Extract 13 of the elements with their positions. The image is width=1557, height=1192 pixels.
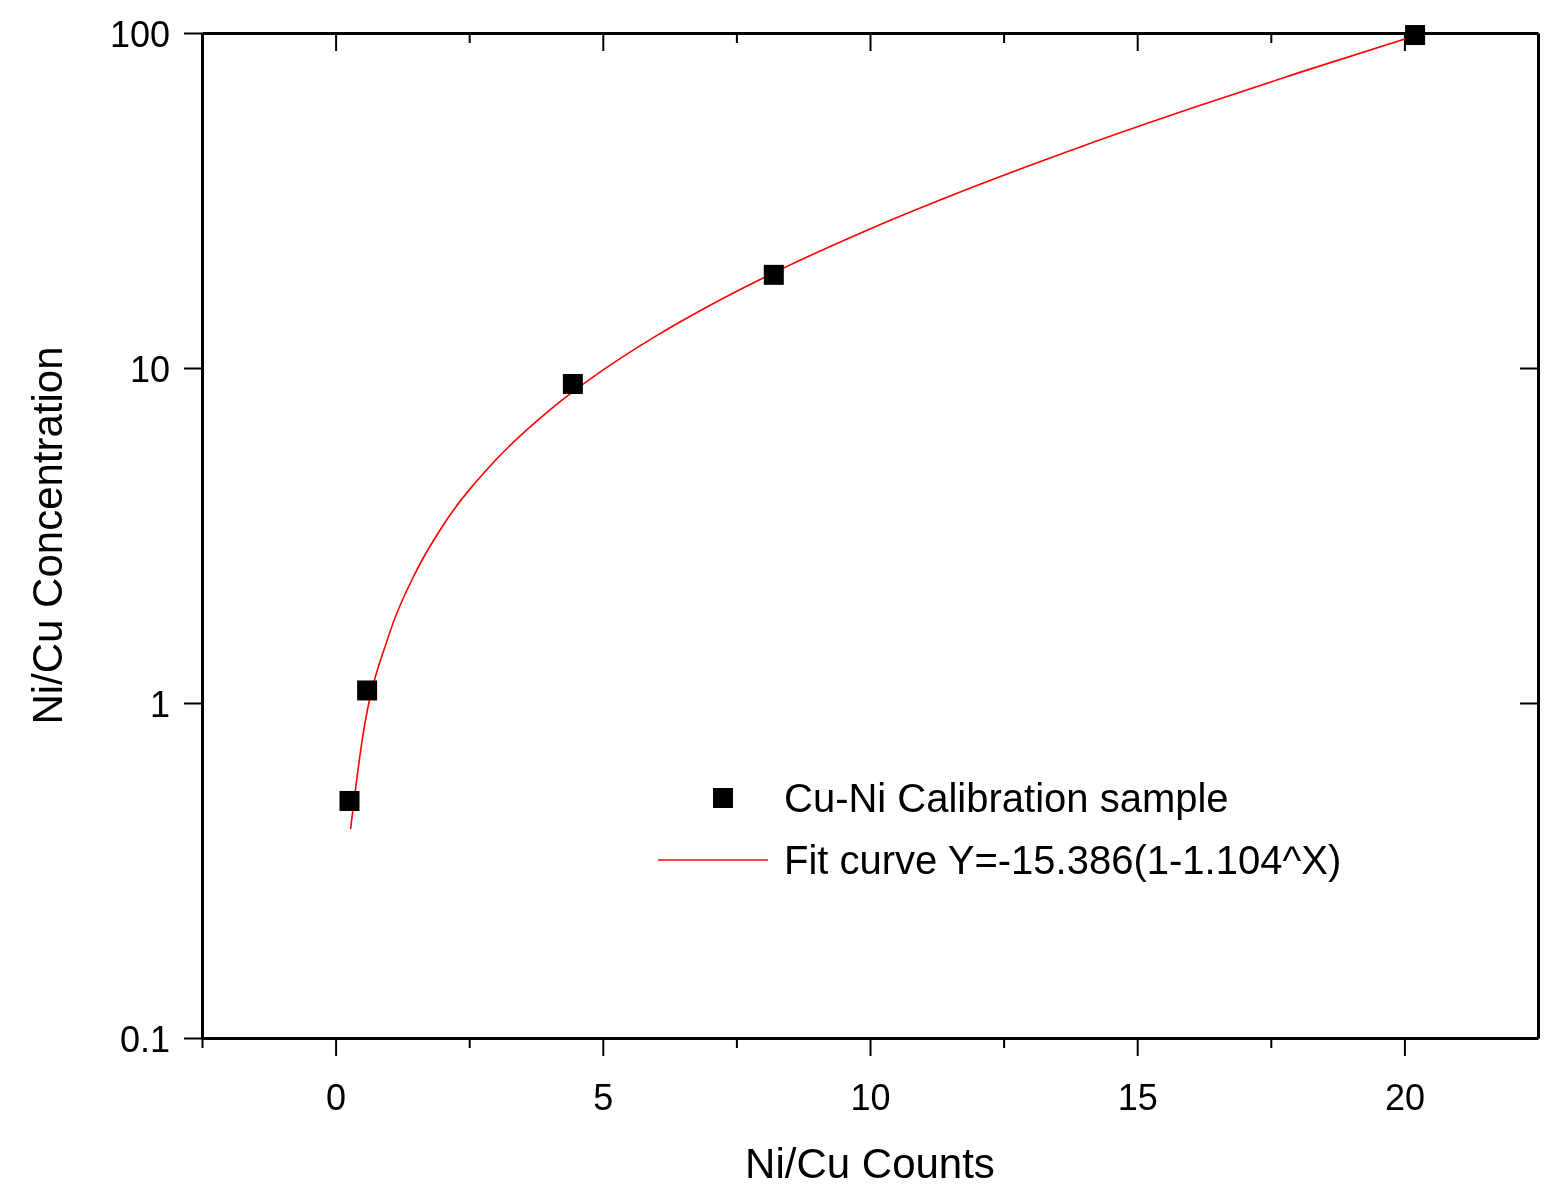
y-axis-title: Ni/Cu Concentration: [24, 346, 71, 725]
y-tick-label: 100: [109, 13, 170, 55]
x-tick-label: 20: [1384, 1076, 1425, 1118]
x-tick-label: 15: [1117, 1076, 1158, 1118]
legend-label: Fit curve Y=-15.386(1-1.104^X): [784, 838, 1342, 882]
y-tick-label: 0.1: [119, 1018, 170, 1060]
y-tick-label: 10: [129, 348, 170, 390]
y-tick-label: 1: [149, 683, 170, 725]
x-axis-title: Ni/Cu Counts: [745, 1140, 995, 1187]
x-tick-label: 10: [850, 1076, 891, 1118]
legend-label: Cu-Ni Calibration sample: [784, 776, 1229, 820]
x-tick-label: 0: [326, 1076, 347, 1118]
x-tick-label: 5: [593, 1076, 614, 1118]
